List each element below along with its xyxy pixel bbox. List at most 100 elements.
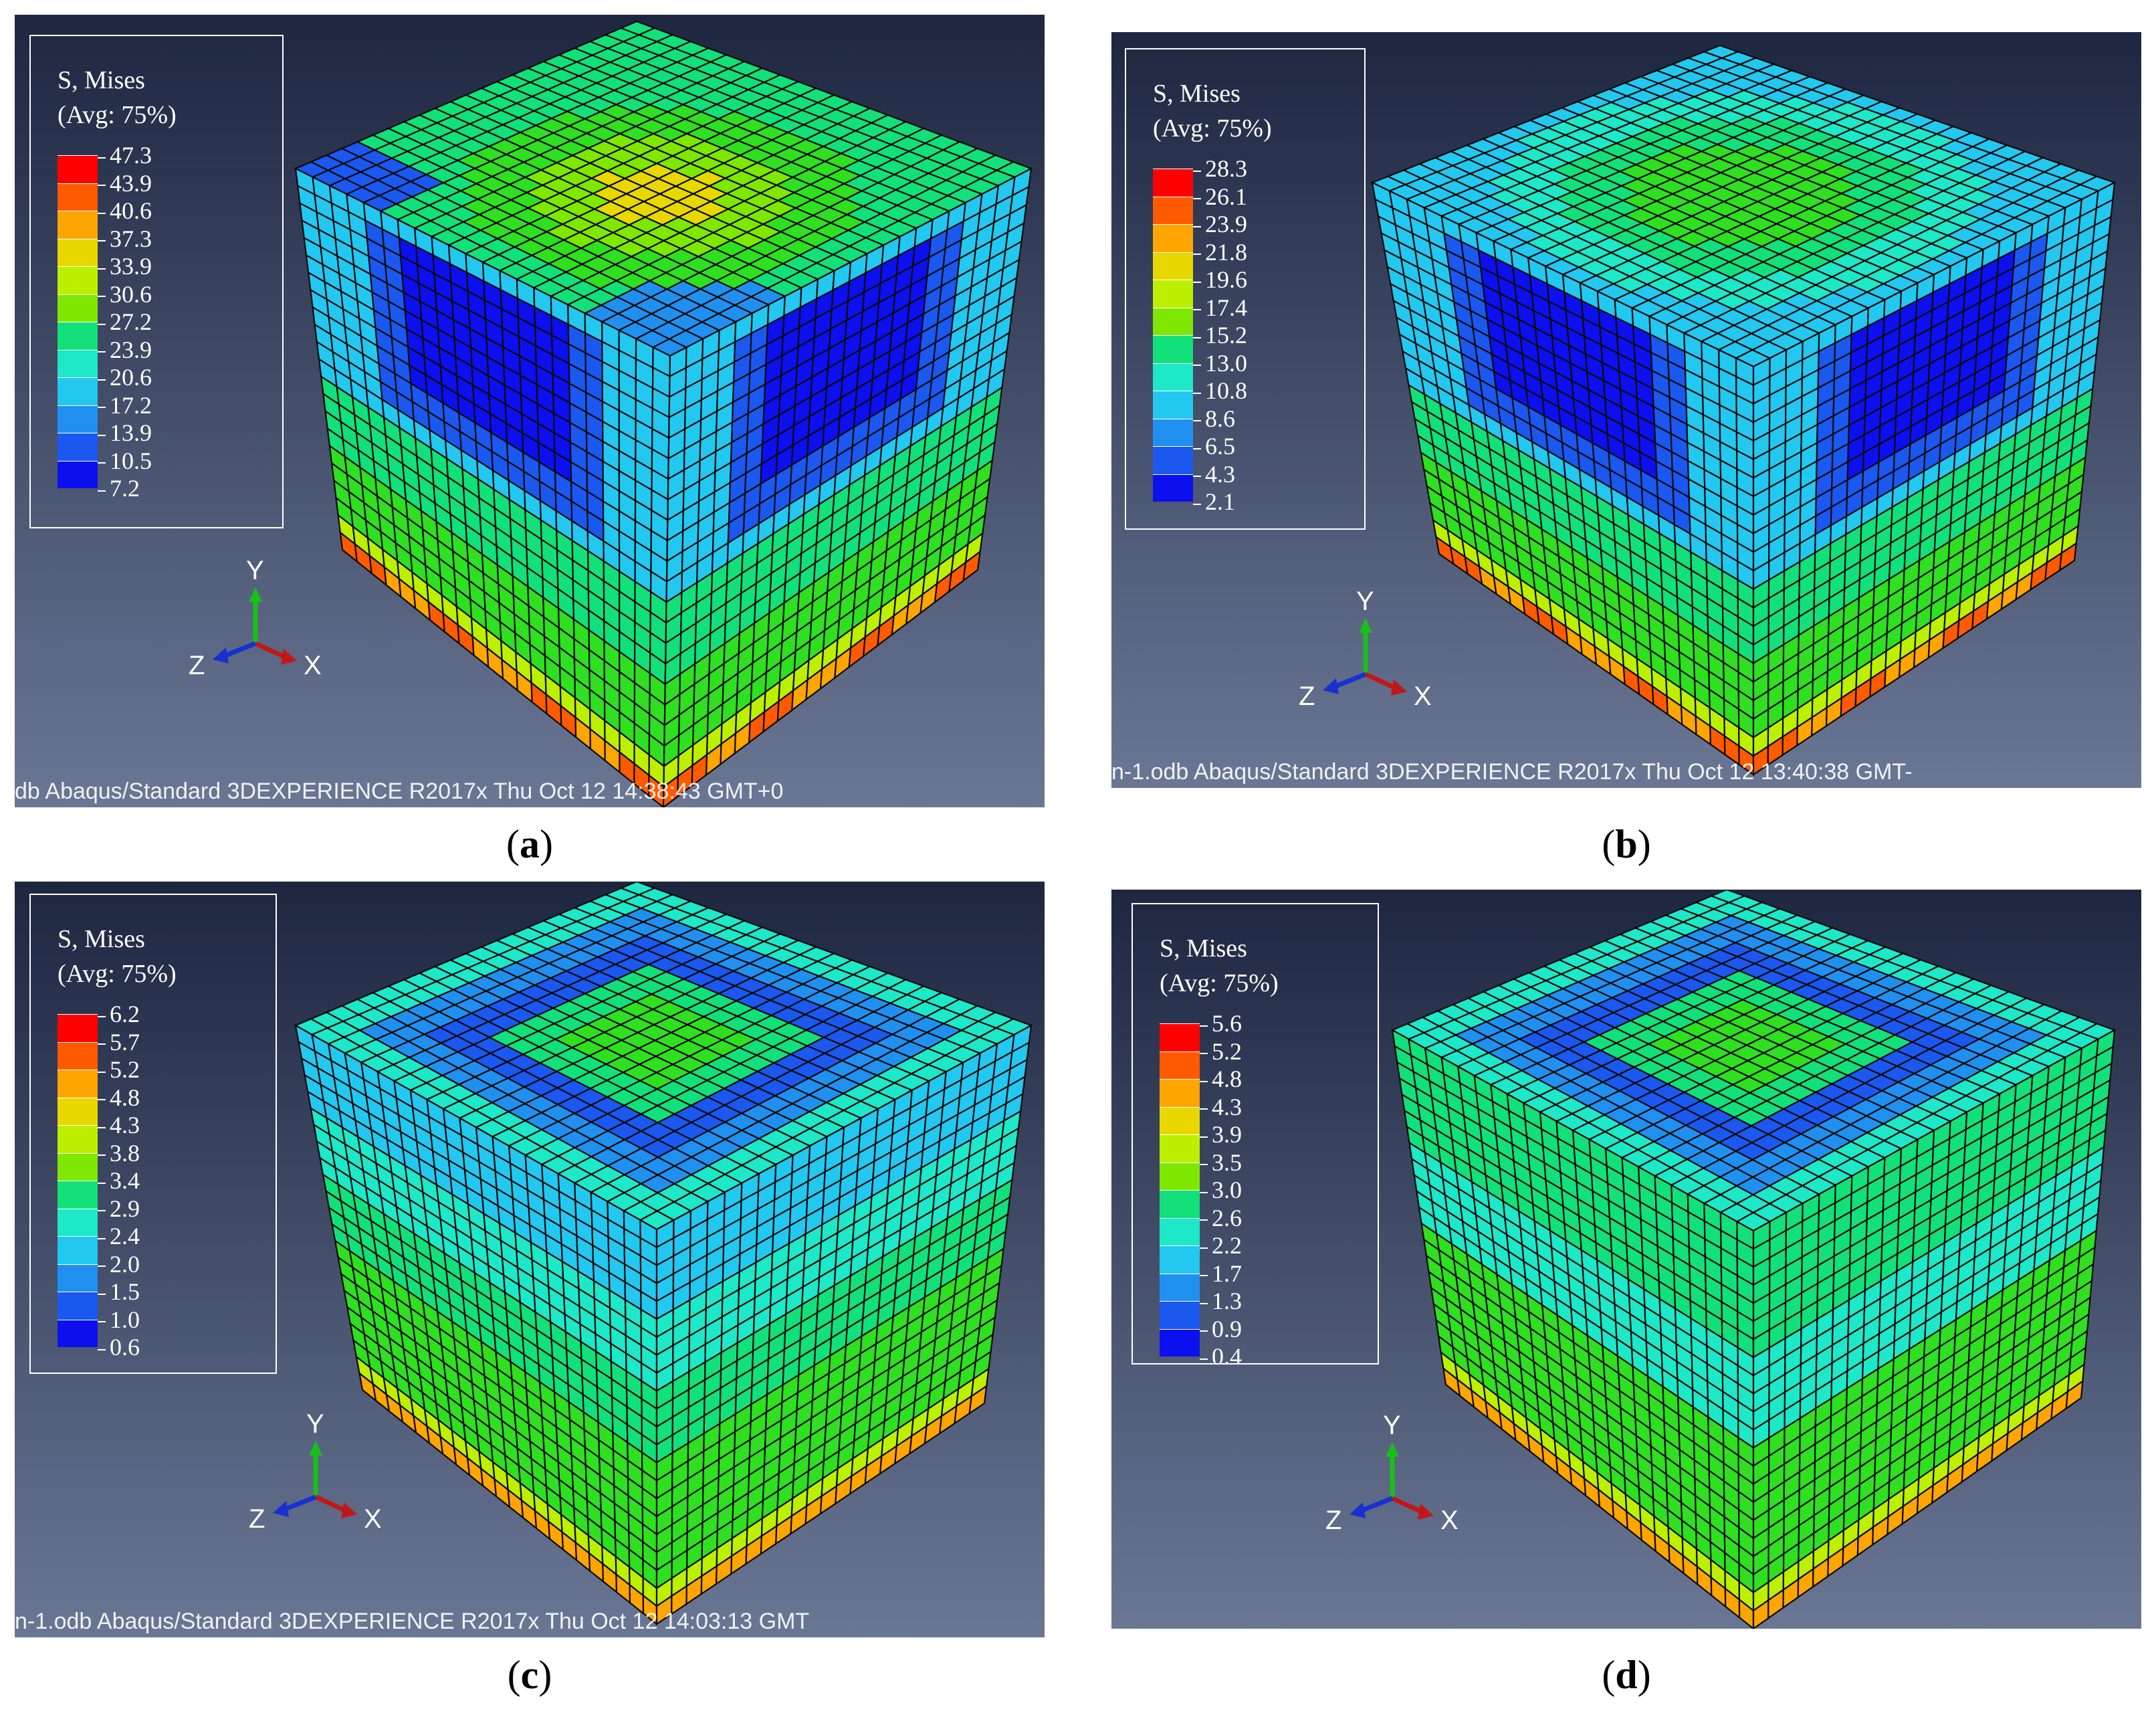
panel-d: Y X Z S, Mises (Avg: 75%) 5.6 5.2 4.8 4.3 3.9 3.5… — [1111, 890, 2141, 1629]
legend-c: S, Mises (Avg: 75%) 6.2 5.7 5.2 4.8 4.3 3.8 3.4 2… — [29, 894, 277, 1374]
color-swatch — [58, 1208, 98, 1236]
legend-title: S, Mises — [1160, 934, 1247, 963]
legend-tick-label: 5.2 — [98, 1055, 140, 1084]
color-swatch — [1153, 363, 1193, 391]
color-swatch — [58, 1236, 98, 1264]
legend-tick-label: 47.3 — [98, 141, 152, 169]
color-swatch — [58, 405, 98, 433]
color-swatch — [58, 1263, 98, 1292]
color-swatch — [58, 1319, 98, 1347]
color-swatch — [58, 322, 98, 350]
color-swatch — [58, 1181, 98, 1209]
axis-z-label: Z — [189, 651, 205, 680]
axis-y-label: Y — [1356, 587, 1374, 616]
color-swatch — [58, 183, 98, 211]
viewport-d: Y X Z — [1111, 890, 2141, 1629]
legend-tick-label: 17.4 — [1193, 294, 1247, 322]
color-swatch — [58, 1152, 98, 1181]
axis-y-label: Y — [246, 556, 264, 585]
color-scale — [58, 155, 98, 488]
axis-x-label: X — [1414, 682, 1432, 711]
axis-x-label: X — [304, 651, 322, 680]
legend-a: S, Mises (Avg: 75%) 47.3 43.9 40.6 37.3 33.9 30… — [29, 35, 284, 528]
cube-left-face — [1371, 181, 1755, 777]
legend-tick-label: 23.9 — [98, 336, 152, 364]
color-swatch — [58, 238, 98, 266]
panel-b: Y X Z S, Mises (Avg: 75%) 28.3 26.1 23.9 21.8 19… — [1111, 32, 2141, 788]
legend-tick-label: 3.9 — [1200, 1120, 1242, 1148]
color-swatch — [58, 1041, 98, 1070]
color-scale — [1153, 169, 1193, 502]
color-swatch — [1153, 446, 1193, 474]
legend-tick-label: 3.4 — [98, 1167, 140, 1195]
color-swatch — [58, 294, 98, 322]
legend-tick-label: 4.3 — [98, 1111, 140, 1139]
cube-top-face — [294, 882, 1033, 1231]
legend-tick-label: 23.9 — [1193, 210, 1247, 238]
legend-tick-label: 6.5 — [1193, 432, 1235, 460]
cube-right-face — [655, 1024, 1033, 1626]
legend-tick-label: 17.2 — [98, 391, 152, 419]
legend-tick-label: 26.1 — [1193, 183, 1247, 211]
legend-tick-label: 27.2 — [98, 308, 152, 336]
axis-triad: Y X Z — [189, 556, 322, 680]
color-swatch — [1153, 196, 1193, 224]
legend-tick-label: 2.1 — [1193, 488, 1235, 516]
legend-d: S, Mises (Avg: 75%) 5.6 5.2 4.8 4.3 3.9 3.5 3.0 2… — [1131, 903, 1379, 1370]
legend-tick-label: 5.7 — [98, 1028, 140, 1056]
footer-b: n-1.odb Abaqus/Standard 3DEXPERIENCE R20… — [1111, 759, 1913, 785]
legend-subtitle: (Avg: 75%) — [1160, 969, 1279, 997]
legend-subtitle: (Avg: 75%) — [1153, 114, 1272, 142]
legend-tick-label: 33.9 — [98, 252, 152, 280]
cube-right-face — [1752, 1029, 2116, 1629]
legend-tick-label: 13.0 — [1193, 349, 1247, 377]
color-swatch — [1160, 1079, 1200, 1107]
color-swatch — [58, 1292, 98, 1320]
color-swatch — [1153, 391, 1193, 419]
color-swatch — [1160, 1162, 1200, 1190]
footer-a: db Abaqus/Standard 3DEXPERIENCE R2017x T… — [15, 779, 784, 804]
color-swatch — [58, 349, 98, 377]
color-swatch — [1153, 474, 1193, 502]
color-swatch — [58, 155, 98, 183]
caption-b: (b) — [1602, 822, 1651, 866]
legend-tick-label: 2.4 — [98, 1222, 140, 1250]
legend-tick-label: 7.2 — [98, 474, 140, 502]
legend-tick-label: 21.8 — [1193, 238, 1247, 266]
legend-tick-label: 0.9 — [1200, 1315, 1242, 1343]
legend-tick-label: 15.2 — [1193, 321, 1247, 349]
legend-tick-label: 4.8 — [98, 1084, 140, 1112]
legend-tick-label: 43.9 — [98, 169, 152, 197]
legend-tick-label: 0.4 — [1200, 1342, 1242, 1371]
legend-tick-label: 4.8 — [1200, 1065, 1242, 1093]
axis-z-label: Z — [249, 1504, 265, 1534]
legend-tick-label: 10.5 — [98, 447, 152, 475]
legend-tick-label: 40.6 — [98, 197, 152, 225]
color-swatch — [1160, 1245, 1200, 1274]
caption-d: (d) — [1602, 1653, 1651, 1697]
axis-triad: Y X Z — [249, 1409, 382, 1534]
legend-tick-label: 8.6 — [1193, 405, 1235, 433]
legend-tick-label: 10.8 — [1193, 377, 1247, 405]
viewport-b: Y X Z — [1111, 32, 2141, 788]
color-swatch — [1153, 418, 1193, 446]
color-swatch — [58, 211, 98, 239]
legend-b: S, Mises (Avg: 75%) 28.3 26.1 23.9 21.8 19.6 17… — [1125, 48, 1366, 530]
axis-triad: Y X Z — [1325, 1411, 1459, 1535]
color-scale — [1160, 1023, 1200, 1356]
color-swatch — [1160, 1051, 1200, 1079]
legend-tick-label: 4.3 — [1193, 460, 1235, 488]
legend-subtitle: (Avg: 75%) — [58, 960, 177, 988]
axis-y-label: Y — [306, 1409, 324, 1439]
legend-title: S, Mises — [58, 66, 145, 94]
legend-tick-label: 2.9 — [98, 1195, 140, 1223]
caption-c: (c) — [507, 1653, 552, 1697]
cube-left-face — [294, 167, 671, 807]
cube-right-face — [662, 167, 1033, 807]
color-swatch — [58, 377, 98, 405]
color-swatch — [1160, 1328, 1200, 1356]
color-swatch — [1153, 251, 1193, 280]
color-swatch — [1153, 280, 1193, 308]
legend-tick-label: 20.6 — [98, 363, 152, 391]
cube-top-face — [294, 20, 1033, 357]
